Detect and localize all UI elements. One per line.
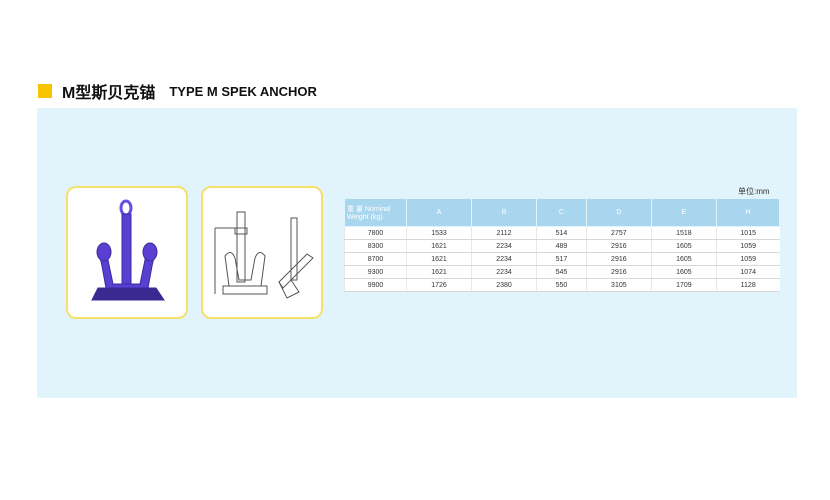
table-cell: 2916 [585,265,652,279]
table-cell: 2234 [471,252,537,266]
table-cell: 7800 [344,226,407,240]
table-cell: 2380 [471,278,537,292]
unit-label: 单位:mm [738,187,770,196]
table-cell: 1605 [650,265,717,279]
table-cell: 9900 [344,278,407,292]
table-header-row: 重 量 Nominal Weight (kg) A B C D E H [344,198,781,227]
table-cell: 1059 [715,239,780,253]
table-cell: 1621 [405,265,472,279]
title-chinese: M型斯贝克锚 [62,85,156,102]
header-d: D [585,198,652,227]
table-row: 8700 1621 2234 517 2916 1605 1059 [344,252,780,266]
table-cell: 8700 [344,252,407,266]
table-cell: 3105 [585,278,652,292]
header-weight: 重 量 Nominal Weight (kg) [344,198,407,227]
header-e: E [650,198,717,227]
table-cell: 2916 [585,252,652,266]
spec-table: 重 量 Nominal Weight (kg) A B C D E H 7800… [344,198,781,292]
table-cell: 2757 [585,226,652,240]
header-c: C [536,198,587,227]
header-h: H [715,198,781,227]
table-cell: 550 [536,278,587,292]
table-cell: 1074 [715,265,780,279]
table-cell: 545 [536,265,587,279]
anchor-drawing [201,186,323,319]
table-cell: 1128 [715,278,780,292]
table-row: 8300 1621 2234 489 2916 1605 1059 [344,239,780,253]
table-cell: 9300 [344,265,407,279]
table-cell: 1726 [405,278,472,292]
table-cell: 2234 [471,265,537,279]
table-cell: 489 [536,239,587,253]
table-cell: 514 [536,226,587,240]
table-cell: 2234 [471,239,537,253]
table-cell: 2916 [585,239,652,253]
table-cell: 8300 [344,239,407,253]
header-b: B [471,198,538,227]
title-english: TYPE M SPEK ANCHOR [169,83,317,99]
table-cell: 1605 [650,239,717,253]
table-cell: 1518 [650,226,717,240]
table-cell: 1621 [405,252,472,266]
table-row: 7800 1533 2112 514 2757 1518 1015 [344,226,780,240]
section-title: M型斯贝克锚 TYPE M SPEK ANCHOR [38,79,317,103]
table-cell: 1621 [405,239,472,253]
table-cell: 1059 [715,252,780,266]
table-cell: 2112 [471,226,537,240]
table-cell: 1709 [650,278,717,292]
table-cell: 1605 [650,252,717,266]
yellow-square-icon [38,84,52,98]
table-row: 9900 1726 2380 550 3105 1709 1128 [344,278,780,292]
table-cell: 1015 [715,226,780,240]
table-cell: 1533 [405,226,472,240]
header-a: A [405,198,473,227]
table-row: 9300 1621 2234 545 2916 1605 1074 [344,265,780,279]
table-cell: 517 [536,252,587,266]
anchor-photo [66,186,188,319]
